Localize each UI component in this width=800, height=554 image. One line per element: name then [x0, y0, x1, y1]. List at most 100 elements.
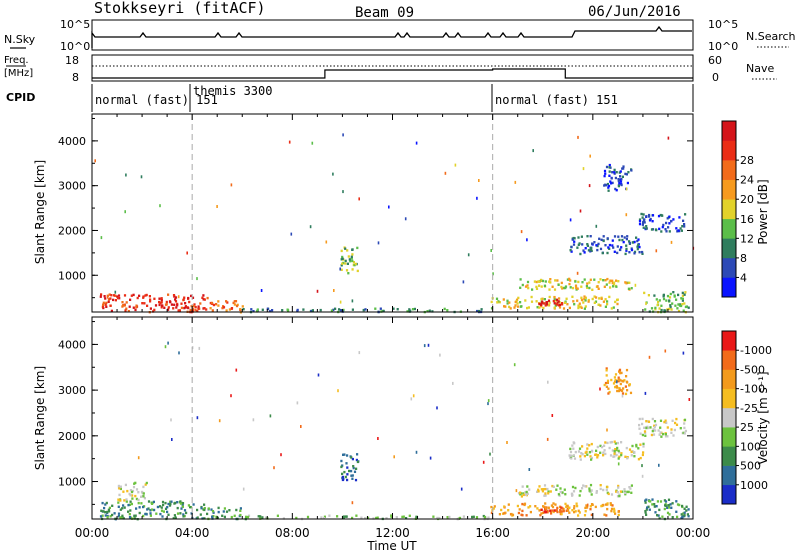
power-cell — [568, 282, 571, 286]
power-cell — [230, 307, 233, 310]
velocity-cell — [605, 488, 608, 492]
velocity-cell — [682, 512, 685, 515]
velocity-cell — [228, 509, 231, 512]
velocity-cell — [590, 458, 593, 461]
velocity-cell — [534, 505, 537, 508]
velocity-cell — [537, 490, 540, 493]
power-cell — [345, 269, 349, 272]
power-cell — [281, 309, 284, 312]
velocity-cell — [607, 387, 610, 390]
power-cell — [638, 218, 642, 221]
velocity-cell — [667, 504, 670, 507]
velocity-cell — [119, 508, 122, 511]
power-sparse-cell — [595, 224, 598, 228]
power-cell — [625, 249, 628, 252]
power-cell — [557, 300, 560, 303]
cpid-mode-2: themis 3300 — [193, 84, 272, 98]
velocity-cell — [140, 502, 143, 505]
power-cell — [597, 281, 600, 284]
velocity-cell — [543, 494, 546, 497]
velocity-cell — [498, 513, 501, 516]
power-sparse-cell — [478, 179, 480, 182]
velocity-cell — [618, 493, 621, 496]
power-cell — [576, 299, 579, 302]
velocity-sparse-cell — [235, 368, 238, 372]
power-cell — [630, 248, 634, 252]
velocity-cell — [590, 456, 593, 460]
power-cell — [168, 300, 172, 303]
velocity-cell — [161, 500, 165, 504]
velocity-cell — [341, 472, 344, 476]
power-sparse-cell — [625, 213, 628, 217]
power-cell — [342, 308, 345, 312]
velocity-cell — [517, 511, 520, 515]
power-cell — [539, 278, 543, 282]
power-cell — [590, 246, 593, 250]
power-cell — [593, 301, 596, 304]
power-cell — [535, 300, 538, 303]
power-sparse-cell — [625, 187, 628, 191]
velocity-cell — [624, 392, 628, 396]
power-cell — [603, 169, 607, 173]
power-sparse-cell — [311, 141, 314, 145]
power-cell — [123, 294, 127, 297]
power-cell — [302, 308, 305, 311]
velocity-cell — [117, 498, 120, 501]
power-cell — [558, 297, 561, 300]
power-cell — [656, 303, 659, 307]
velocity-cell — [615, 386, 618, 389]
power-cell — [633, 250, 637, 254]
power-cell — [100, 293, 103, 296]
power-cell — [544, 304, 547, 307]
velocity-cell — [350, 469, 353, 473]
velocity-cell — [137, 501, 140, 505]
velocity-sparse-cell — [644, 391, 647, 395]
velocity-cell — [203, 507, 206, 510]
velocity-cell — [648, 508, 651, 511]
power-cell — [642, 226, 645, 229]
power-sparse-cell — [589, 154, 591, 158]
velocity-cell — [217, 506, 220, 510]
velocity-cell — [199, 513, 202, 516]
power-cell — [624, 252, 627, 256]
power-cell — [677, 303, 680, 306]
velocity-cell — [574, 450, 577, 454]
power-cell — [613, 172, 616, 175]
power-cell — [664, 309, 667, 312]
power-cell — [617, 179, 620, 183]
power-sparse-cell — [444, 171, 447, 175]
power-cell — [583, 251, 586, 254]
power-cell — [127, 310, 130, 313]
velocity-cell — [126, 489, 129, 493]
power-cell — [605, 184, 608, 187]
velocity-cell — [160, 509, 164, 512]
power-cell — [514, 304, 517, 307]
velocity-cell — [569, 447, 572, 451]
power-cell — [580, 235, 583, 238]
velocity-cell — [149, 514, 152, 517]
velocity-cell — [142, 485, 145, 489]
power-cell — [584, 247, 587, 250]
power-cell — [625, 244, 628, 247]
velocity-cell — [664, 435, 668, 438]
power-cell — [538, 284, 541, 287]
velocity-sparse-cell — [506, 441, 508, 444]
velocity-cell — [609, 441, 612, 444]
velocity-cell — [625, 368, 629, 372]
power-cell — [110, 309, 113, 313]
velocity-sparse-cell — [296, 401, 299, 405]
power-cell — [105, 301, 108, 305]
power-sparse-cell — [358, 197, 360, 201]
velocity-cell — [119, 499, 122, 502]
power-cell — [128, 305, 131, 308]
power-cell — [584, 299, 587, 302]
power-y-tick-label: 3000 — [58, 180, 86, 193]
power-cell — [638, 245, 641, 249]
velocity-cell — [522, 492, 525, 495]
velocity-colorbar-swatch — [722, 331, 736, 351]
power-cell — [662, 223, 665, 227]
velocity-cell — [586, 447, 589, 450]
velocity-cell — [639, 456, 642, 460]
velocity-cell — [617, 389, 621, 393]
